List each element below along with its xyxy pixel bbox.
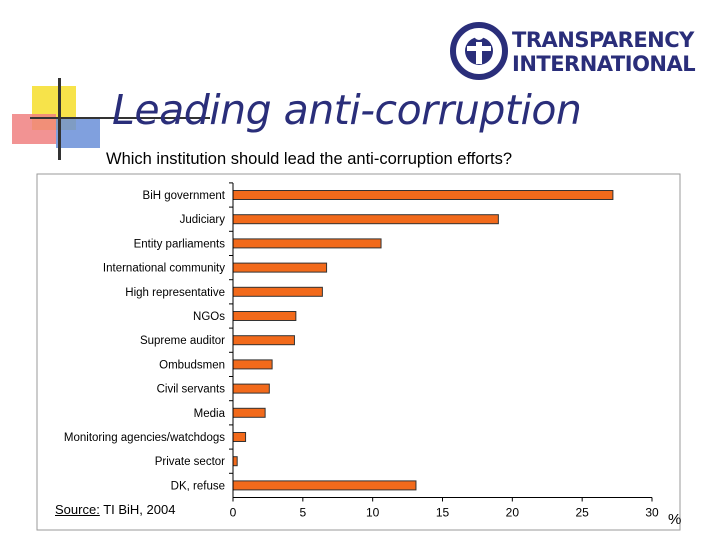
category-label-5: NGOs [193,311,225,323]
bar-10 [232,432,247,442]
bar-8 [232,383,270,394]
x-tick-label-5: 25 [575,506,589,520]
bars-group [232,190,614,491]
source-note: Source: TI BiH, 2004 [55,502,175,517]
category-label-12: DK, refuse [171,480,225,492]
category-label-3: International community [103,263,225,275]
x-tick-label-3: 15 [436,506,450,520]
decor-horizontal-line [30,117,210,119]
x-ticks-group: 0 5 10 15 20 25 30 [230,497,659,520]
decor-blue-square [56,118,100,148]
source-label: Source: [55,502,100,517]
category-label-10: Monitoring agencies/watchdogs [64,432,225,444]
category-label-8: Civil servants [157,384,226,396]
category-label-2: Entity parliaments [134,238,226,250]
x-unit-label: % [668,511,681,528]
x-tick-label-6: 30 [645,506,659,520]
category-label-6: Supreme auditor [140,335,225,347]
category-label-0: BiH government [143,190,226,202]
category-label-11: Private sector [155,456,225,468]
ti-globe-icon [450,22,508,80]
slide-subtitle: Which institution should lead the anti-c… [106,150,513,168]
transparency-international-logo: TRANSPARENCY INTERNATIONAL [450,22,696,82]
bar-1 [232,214,499,225]
bar-2 [232,238,382,249]
category-label-4: High representative [125,287,225,299]
x-tick-label-2: 10 [366,506,380,520]
category-label-7: Ombudsmen [159,359,225,371]
decor-red-square [12,114,56,144]
bar-5 [232,311,297,321]
bar-4 [232,286,323,297]
x-tick-label-1: 5 [299,506,306,520]
category-labels-group: BiH government Judiciary Entity parliament… [64,190,226,492]
bar-0 [232,190,614,200]
bar-12 [232,480,417,491]
bar-3 [232,262,328,273]
bar-6 [232,335,295,346]
category-label-1: Judiciary [180,214,226,226]
bar-7 [232,359,273,370]
decor-vertical-line [58,78,61,160]
bar-11 [232,456,238,467]
chart-frame [36,173,681,531]
logo-text: TRANSPARENCY INTERNATIONAL [512,28,696,76]
category-label-9: Media [194,408,226,420]
bar-9 [232,407,266,418]
source-text: TI BiH, 2004 [99,502,176,517]
x-tick-label-4: 20 [506,506,520,520]
x-tick-label-0: 0 [230,506,237,520]
slide-title: Leading anti-corruption [112,86,582,134]
